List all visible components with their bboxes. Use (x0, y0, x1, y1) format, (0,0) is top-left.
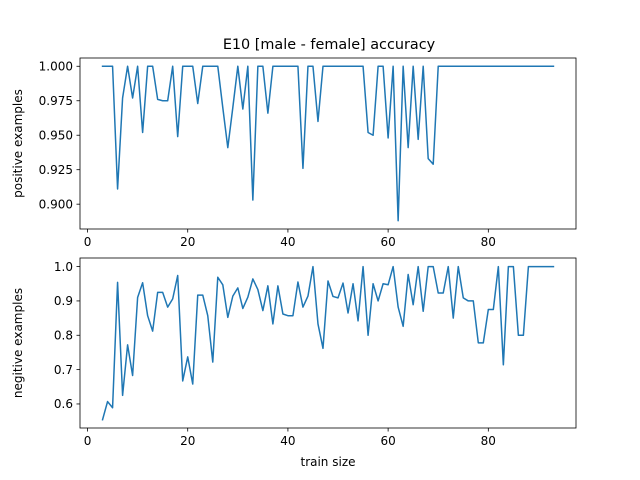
top-chart-y-tick-label: 1.000 (39, 59, 73, 73)
bottom-chart-y-tick-label: 1.0 (54, 260, 73, 274)
top-chart-x-tick-label: 40 (280, 235, 295, 249)
top-chart-panel: 0 20 40 60 80 0.900 0.925 0.950 0.975 1.000 posi… (11, 57, 577, 249)
bottom-chart-x-tick-label: 60 (380, 434, 395, 448)
bottom-chart-x-ticks: 0 20 40 60 80 (84, 428, 496, 448)
bottom-chart-series-line (101, 265, 555, 421)
bottom-chart-x-tick-label: 80 (481, 434, 496, 448)
top-chart-x-tick-label: 20 (180, 235, 195, 249)
bottom-chart-y-tick-label: 0.8 (54, 328, 73, 342)
bottom-chart-y-axis-label: negitive examples (11, 288, 25, 398)
top-chart-x-tick-label: 80 (481, 235, 496, 249)
bottom-chart-x-axis-label: train size (300, 455, 355, 469)
bottom-chart-panel: 0 20 40 60 80 0.6 0.7 0.8 0.9 1.0 negitive examp… (11, 257, 577, 469)
top-chart-y-tick-label: 0.975 (39, 94, 73, 108)
top-chart-y-axis-label: positive examples (11, 89, 25, 198)
bottom-chart-y-ticks: 0.6 0.7 0.8 0.9 1.0 (54, 260, 80, 411)
top-chart-y-tick-label: 0.950 (39, 128, 73, 142)
top-chart-y-ticks: 0.900 0.925 0.950 0.975 1.000 (39, 59, 80, 211)
bottom-chart-x-tick-label: 0 (84, 434, 92, 448)
bottom-chart-frame (79, 257, 577, 429)
chart-title: E10 [male - female] accuracy (223, 37, 436, 53)
bottom-chart-y-tick-label: 0.9 (54, 294, 73, 308)
top-chart-series-line (101, 65, 555, 222)
bottom-chart-x-tick-label: 20 (180, 434, 195, 448)
top-chart-marks (101, 65, 555, 222)
bottom-chart-x-tick-label: 40 (280, 434, 295, 448)
top-chart-y-tick-label: 0.925 (39, 163, 73, 177)
bottom-chart-marks (101, 265, 555, 421)
top-chart-frame (79, 57, 577, 230)
bottom-chart-y-tick-label: 0.7 (54, 363, 73, 377)
top-chart-x-ticks: 0 20 40 60 80 (84, 229, 496, 249)
top-chart-x-tick-label: 0 (84, 235, 92, 249)
top-chart-y-tick-label: 0.900 (39, 197, 73, 211)
bottom-chart-y-tick-label: 0.6 (54, 397, 73, 411)
top-chart-x-tick-label: 60 (380, 235, 395, 249)
